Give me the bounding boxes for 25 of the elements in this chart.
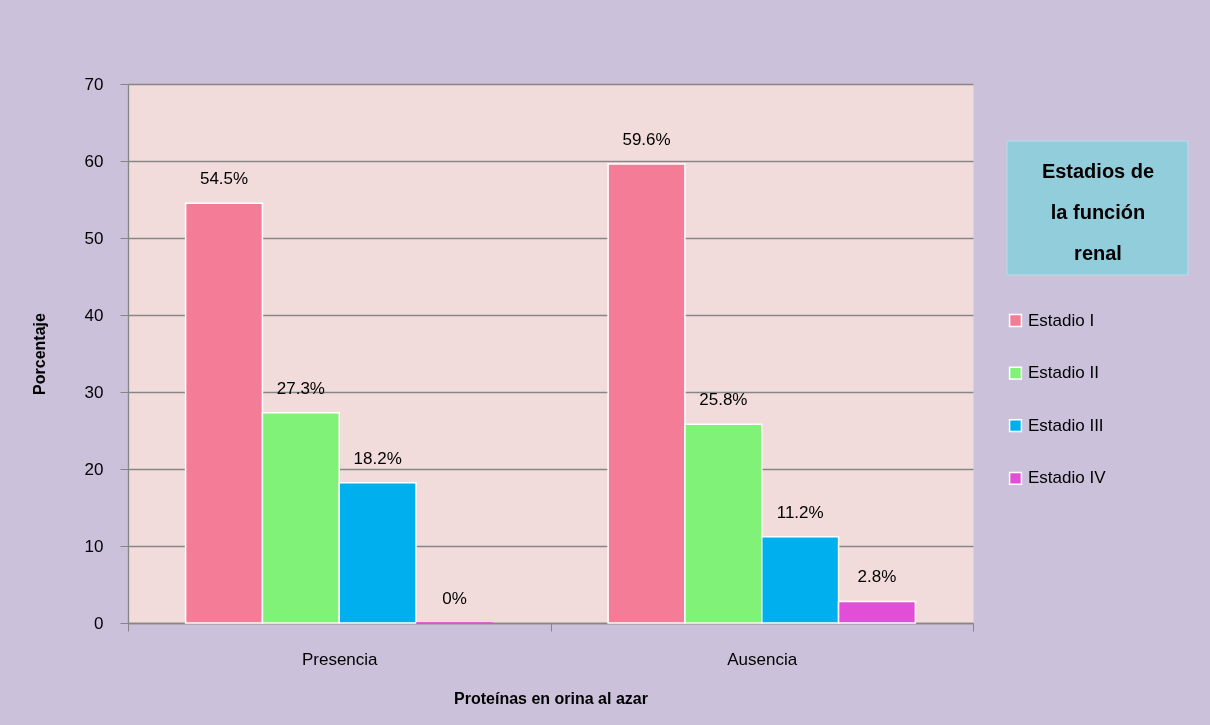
- y-tick-label: 70: [84, 74, 104, 94]
- data-label: 27.3%: [276, 378, 325, 398]
- y-tick-label: 10: [84, 536, 104, 556]
- data-label: 0%: [442, 589, 467, 608]
- y-tick-label: 50: [84, 228, 104, 248]
- legend-label: Estadio IV: [1028, 468, 1107, 488]
- legend-label: Estadio I: [1028, 310, 1095, 330]
- legend-label: Estadio III: [1028, 415, 1104, 435]
- data-label: 54.5%: [199, 169, 249, 189]
- data-label: 25.8%: [699, 390, 748, 410]
- y-tick-label: 20: [84, 459, 104, 479]
- x-axis-title: Proteínas en orina al azar: [454, 689, 648, 707]
- data-label: 11.2%: [776, 502, 824, 522]
- data-label: 18.2%: [353, 448, 402, 468]
- y-axis-title: Porcentaje: [30, 312, 48, 395]
- y-tick-label: 60: [84, 151, 104, 171]
- x-tick-label: Presencia: [301, 649, 379, 669]
- y-tick-label: 0: [94, 613, 104, 633]
- x-tick-label: Ausencia: [727, 649, 798, 669]
- y-tick-label: 40: [84, 305, 104, 325]
- legend-label: Estadio II: [1028, 363, 1099, 383]
- y-tick-label: 30: [84, 382, 104, 402]
- legend-title: Estadios de la función renal: [1041, 160, 1155, 264]
- data-label: 59.6%: [622, 130, 671, 150]
- data-label: 2.8%: [857, 567, 897, 587]
